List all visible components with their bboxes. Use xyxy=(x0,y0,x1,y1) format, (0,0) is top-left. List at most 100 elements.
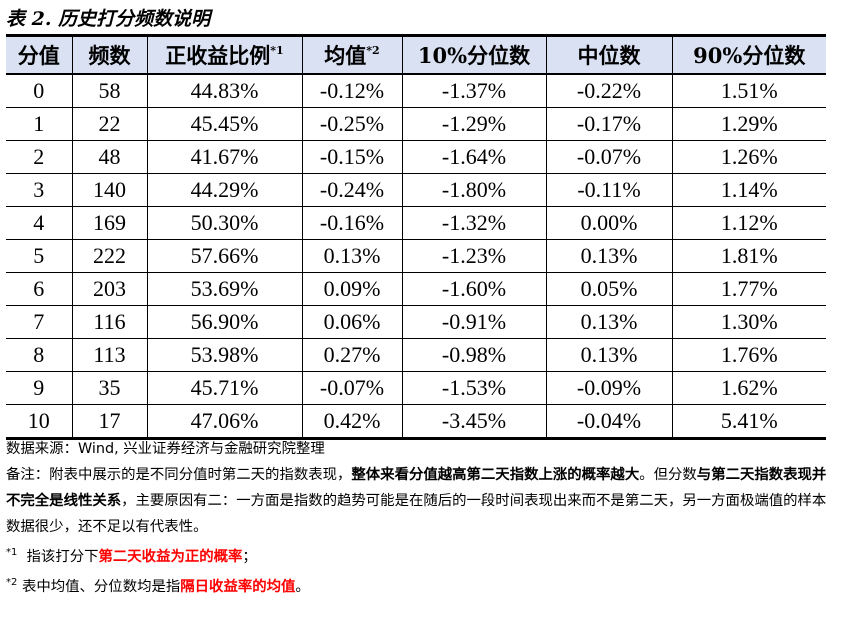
column-header: 均值*2 xyxy=(301,34,402,75)
table-row: 10 17 47.06% 0.42% -3.45% -0.04% 5.41% xyxy=(6,404,826,440)
table-row: 7 116 56.90% 0.06% -0.91% 0.13% 1.30% xyxy=(6,305,826,339)
table-row: 0 58 44.83% -0.12% -1.37% -0.22% 1.51% xyxy=(6,74,826,108)
column-header-label: 均值 xyxy=(324,43,367,68)
column-header-label: 10%分位数 xyxy=(417,43,531,68)
score-frequency-table: 分值 频数 正收益比例*1 均值*2 10%分位数 中位数 90%分位数 0 58 44.83%… xyxy=(6,34,826,440)
table-cell: 41.67% xyxy=(146,140,302,174)
table-cell: 1.26% xyxy=(671,140,826,174)
footnote-1: *1 指该打分下第二天收益为正的概率； xyxy=(6,540,838,570)
table-cell: 0.00% xyxy=(545,206,672,240)
table-cell: 5.41% xyxy=(671,404,826,440)
footnote-1-text: 指该打分下 xyxy=(26,549,99,565)
table-cell: 169 xyxy=(71,206,147,240)
table-cell: 0.42% xyxy=(301,404,402,440)
table-cell: -1.53% xyxy=(401,371,546,405)
table-cell: 1.77% xyxy=(671,272,826,306)
table-cell: -0.91% xyxy=(401,305,546,339)
data-source: 数据来源：Wind, 兴业证券经济与金融研究院整理 xyxy=(6,441,325,457)
table-row: 1 22 45.45% -0.25% -1.29% -0.17% 1.29% xyxy=(6,107,826,141)
table-cell: 0 xyxy=(6,74,72,108)
remark-bold-2: 与第二天指数表现并不完全是线性关系 xyxy=(6,467,827,509)
table-cell: 57.66% xyxy=(146,239,302,273)
column-header-label: 90%分位数 xyxy=(693,43,806,68)
table-row: 2 48 41.67% -0.15% -1.64% -0.07% 1.26% xyxy=(6,140,826,174)
table-body: 0 58 44.83% -0.12% -1.37% -0.22% 1.51% 1 22 45.45… xyxy=(6,74,826,440)
table-cell: 47.06% xyxy=(146,404,302,440)
column-header-footnote-mark: *1 xyxy=(270,44,284,57)
remark: 备注：附表中展示的是不同分值时第二天的指数表现，整体来看分值越高第二天指数上涨的… xyxy=(6,462,838,540)
footnote-1-highlight: 第二天收益为正的概率 xyxy=(98,549,243,565)
table-cell: -0.24% xyxy=(301,173,402,207)
table-cell: -3.45% xyxy=(401,404,546,440)
column-header: 分值 xyxy=(6,34,72,75)
table-cell: 10 xyxy=(6,404,72,440)
table-cell: 45.71% xyxy=(146,371,302,405)
footnote-2: *2 表中均值、分位数均是指隔日收益率的均值。 xyxy=(6,570,838,600)
table-row: 3 140 44.29% -0.24% -1.80% -0.11% 1.14% xyxy=(6,173,826,207)
table-cell: 53.69% xyxy=(146,272,302,306)
header-row: 分值 频数 正收益比例*1 均值*2 10%分位数 中位数 90%分位数 xyxy=(6,34,826,75)
table-cell: 222 xyxy=(71,239,147,273)
table-caption: 表 2. 历史打分频数说明 xyxy=(6,8,211,30)
table-cell: 203 xyxy=(71,272,147,306)
table-cell: 1.76% xyxy=(671,338,826,372)
table-cell: 1.30% xyxy=(671,305,826,339)
table-cell: 1.81% xyxy=(671,239,826,273)
table-cell: 5 xyxy=(6,239,72,273)
table-cell: 48 xyxy=(71,140,147,174)
table-cell: -1.64% xyxy=(401,140,546,174)
column-header-label: 中位数 xyxy=(577,43,641,68)
table-cell: 0.13% xyxy=(301,239,402,273)
table-cell: -0.15% xyxy=(301,140,402,174)
table-cell: 44.83% xyxy=(146,74,302,108)
table-cell: 8 xyxy=(6,338,72,372)
table-cell: 6 xyxy=(6,272,72,306)
table-cell: 1 xyxy=(6,107,72,141)
table-cell: -0.12% xyxy=(301,74,402,108)
table-cell: -0.98% xyxy=(401,338,546,372)
table-cell: -0.17% xyxy=(545,107,672,141)
table-cell: 1.14% xyxy=(671,173,826,207)
table-cell: 0.27% xyxy=(301,338,402,372)
table-cell: -0.07% xyxy=(545,140,672,174)
table-cell: 2 xyxy=(6,140,72,174)
table-cell: 0.05% xyxy=(545,272,672,306)
table-cell: -0.16% xyxy=(301,206,402,240)
column-header: 正收益比例*1 xyxy=(146,34,302,75)
table-cell: 0.13% xyxy=(545,239,672,273)
notes-section: 数据来源：Wind, 兴业证券经济与金融研究院整理 备注：附表中展示的是不同分值… xyxy=(6,436,838,600)
footnote-1-end: ； xyxy=(242,549,257,565)
footnote-2-end: 。 xyxy=(295,579,310,595)
column-header: 中位数 xyxy=(545,34,672,75)
table-cell: -1.80% xyxy=(401,173,546,207)
table-row: 6 203 53.69% 0.09% -1.60% 0.05% 1.77% xyxy=(6,272,826,306)
table-cell: 3 xyxy=(6,173,72,207)
table-cell: 0.13% xyxy=(545,305,672,339)
table-cell: 1.12% xyxy=(671,206,826,240)
table-cell: -0.25% xyxy=(301,107,402,141)
table-cell: 50.30% xyxy=(146,206,302,240)
table-cell: 44.29% xyxy=(146,173,302,207)
table-cell: -0.11% xyxy=(545,173,672,207)
column-header-label: 频数 xyxy=(88,43,131,68)
table-cell: 0.09% xyxy=(301,272,402,306)
table-cell: -0.09% xyxy=(545,371,672,405)
table-cell: 140 xyxy=(71,173,147,207)
table-cell: 0.13% xyxy=(545,338,672,372)
table-cell: -1.23% xyxy=(401,239,546,273)
table-cell: -1.32% xyxy=(401,206,546,240)
column-header-label: 正收益比例 xyxy=(165,43,271,68)
table-cell: 56.90% xyxy=(146,305,302,339)
remark-prefix: 备注：附表中展示的是不同分值时第二天的指数表现， xyxy=(6,467,352,483)
table-cell: 9 xyxy=(6,371,72,405)
table-cell: 1.29% xyxy=(671,107,826,141)
column-header: 90%分位数 xyxy=(671,34,826,75)
column-header-footnote-mark: *2 xyxy=(366,44,380,57)
table-cell: 7 xyxy=(6,305,72,339)
table-cell: -1.29% xyxy=(401,107,546,141)
remark-rest: ，主要原因有二：一方面是指数的趋势可能是在随后的一段时间表现出来而不是第二天，另… xyxy=(6,493,827,535)
footnote-1-mark: *1 xyxy=(6,547,18,558)
table-cell: 58 xyxy=(71,74,147,108)
table-cell: 0.06% xyxy=(301,305,402,339)
table-cell: -0.22% xyxy=(545,74,672,108)
